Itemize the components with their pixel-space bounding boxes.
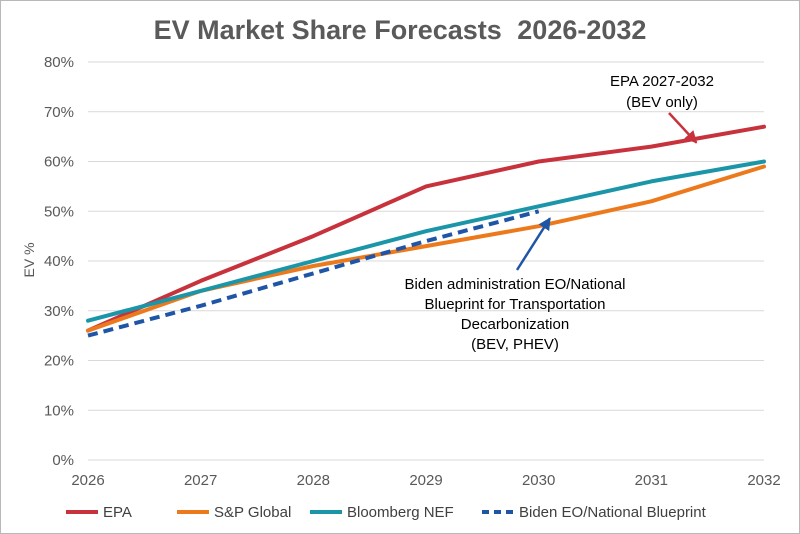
annotation-biden: Biden administration EO/National Blueprin…	[405, 217, 626, 353]
x-tick-label: 2029	[409, 472, 442, 489]
x-tick-label: 2031	[635, 472, 668, 489]
y-tick-label: 40%	[44, 253, 74, 270]
chart-title-years: 2026-2032	[517, 15, 646, 45]
y-tick-labels: 0% 10% 20% 30% 40% 50% 60% 70% 80%	[44, 54, 74, 469]
legend-label: Bloomberg NEF	[347, 504, 454, 521]
annotation-biden-text: (BEV, PHEV)	[471, 336, 559, 353]
annotation-biden-arrow	[515, 217, 551, 271]
annotation-epa-text: EPA 2027-2032	[610, 73, 714, 90]
legend-item-s-p-global: S&P Global	[177, 504, 291, 521]
legend: EPA S&P Global Bloomberg NEF Biden EO/Natio…	[66, 504, 707, 521]
annotation-biden-text: Blueprint for Transportation	[425, 296, 606, 313]
gridlines	[88, 61, 764, 461]
series-lines	[86, 124, 766, 338]
y-tick-label: 10%	[44, 402, 74, 419]
annotation-epa: EPA 2027-2032 (BEV only)	[610, 73, 714, 144]
y-tick-label: 0%	[52, 452, 74, 469]
y-tick-label: 70%	[44, 104, 74, 121]
y-tick-label: 80%	[44, 54, 74, 71]
annotation-biden-text: Biden administration EO/National	[405, 276, 626, 293]
series-line-biden-eo-national-blueprint	[87, 209, 540, 338]
legend-label: S&P Global	[214, 504, 291, 521]
annotation-epa-arrow	[668, 112, 698, 144]
annotation-epa-text: (BEV only)	[626, 94, 698, 111]
y-axis-label: EV %	[21, 242, 37, 277]
chart-title-main: EV Market Share Forecasts	[154, 15, 502, 45]
chart-title: EV Market Share Forecasts 2026-2032	[154, 15, 647, 45]
x-tick-label: 2028	[297, 472, 330, 489]
legend-item-epa: EPA	[66, 504, 132, 521]
annotations: EPA 2027-2032 (BEV only) Biden administrat…	[405, 73, 714, 353]
x-tick-label: 2026	[71, 472, 104, 489]
legend-label: Biden EO/National Blueprint	[519, 504, 707, 521]
legend-item-biden-eo-national-blueprint: Biden EO/National Blueprint	[482, 504, 707, 521]
series-line-bloomberg-nef	[86, 159, 766, 323]
legend-label: EPA	[103, 504, 132, 521]
annotation-biden-text: Decarbonization	[461, 316, 569, 333]
x-tick-label: 2030	[522, 472, 555, 489]
y-tick-label: 60%	[44, 154, 74, 171]
x-tick-label: 2032	[747, 472, 780, 489]
y-tick-label: 20%	[44, 353, 74, 370]
legend-item-bloomberg-nef: Bloomberg NEF	[310, 504, 454, 521]
y-tick-label: 30%	[44, 303, 74, 320]
y-tick-label: 50%	[44, 203, 74, 220]
x-tick-labels: 2026 2027 2028 2029 2030 2031 2032	[71, 472, 780, 489]
x-tick-label: 2027	[184, 472, 217, 489]
series-line-epa	[86, 124, 766, 333]
